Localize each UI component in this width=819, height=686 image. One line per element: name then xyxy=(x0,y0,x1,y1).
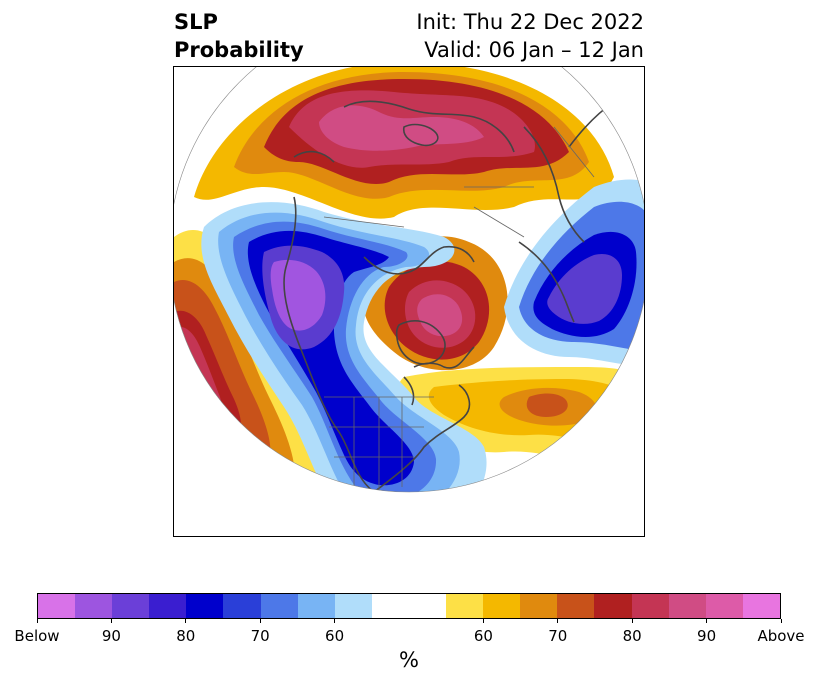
colorbar-tick-mark xyxy=(482,619,484,623)
colorbar-swatch xyxy=(297,594,335,618)
colorbar-tick-label: 80 xyxy=(176,627,196,645)
colorbar-swatch xyxy=(112,594,150,618)
map-dates: Init: Thu 22 Dec 2022 Valid: 06 Jan – 12… xyxy=(416,8,644,64)
colorbar-swatch xyxy=(705,594,743,618)
colorbar-swatch xyxy=(557,594,595,618)
map-title: SLP Probability xyxy=(174,8,304,64)
valid-range: Valid: 06 Jan – 12 Jan xyxy=(424,38,644,62)
title-product: Probability xyxy=(174,38,304,62)
colorbar-swatch xyxy=(334,594,372,618)
colorbar-tick-label: 90 xyxy=(697,627,717,645)
colorbar-swatch xyxy=(631,594,669,618)
colorbar-tick-mark xyxy=(334,619,336,623)
colorbar-tick-label: 70 xyxy=(250,627,270,645)
colorbar-swatch xyxy=(371,594,409,618)
colorbar-tick-mark xyxy=(780,619,782,623)
colorbar-swatch xyxy=(483,594,521,618)
colorbar-tick-label: 60 xyxy=(325,627,345,645)
colorbar-tick-label: 70 xyxy=(548,627,568,645)
colorbar-swatch xyxy=(149,594,187,618)
colorbar-tick-label: 80 xyxy=(622,627,642,645)
political-borders xyxy=(323,126,595,492)
colorbar-swatch xyxy=(446,594,484,618)
colorbar-swatch xyxy=(260,594,298,618)
atlantic-low-anomaly xyxy=(504,179,644,367)
colorbar-tick-mark xyxy=(185,619,187,623)
colorbar-tick-label: 60 xyxy=(473,627,493,645)
colorbar-tick-label: Below xyxy=(14,627,60,645)
arctic-high-anomaly xyxy=(194,67,614,219)
colorbar-swatch xyxy=(75,594,113,618)
colorbar-swatch xyxy=(38,594,76,618)
greenland-high-anomaly xyxy=(363,236,508,371)
colorbar-tick-mark xyxy=(36,619,38,623)
probability-map xyxy=(174,67,644,493)
colorbar-swatch xyxy=(408,594,447,618)
colorbar-swatch xyxy=(594,594,632,618)
colorbar-swatch xyxy=(742,594,780,618)
map-panel xyxy=(173,66,645,537)
colorbar-tick-mark xyxy=(110,619,112,623)
colorbar-tick-label: Above xyxy=(757,627,805,645)
globe-edge xyxy=(174,67,644,493)
colorbar-tick-mark xyxy=(706,619,708,623)
colorbar-swatch xyxy=(668,594,706,618)
colorbar-tick-mark xyxy=(557,619,559,623)
coastlines xyxy=(283,100,615,492)
colorbar-swatch xyxy=(186,594,224,618)
colorbar-tick-mark xyxy=(631,619,633,623)
colorbar xyxy=(37,593,781,619)
title-variable: SLP xyxy=(174,10,218,34)
init-date: Init: Thu 22 Dec 2022 xyxy=(416,10,644,34)
colorbar-unit: % xyxy=(399,648,419,672)
colorbar-tick-label: 90 xyxy=(101,627,121,645)
colorbar-swatch xyxy=(223,594,261,618)
colorbar-swatch xyxy=(520,594,558,618)
colorbar-tick-mark xyxy=(259,619,261,623)
